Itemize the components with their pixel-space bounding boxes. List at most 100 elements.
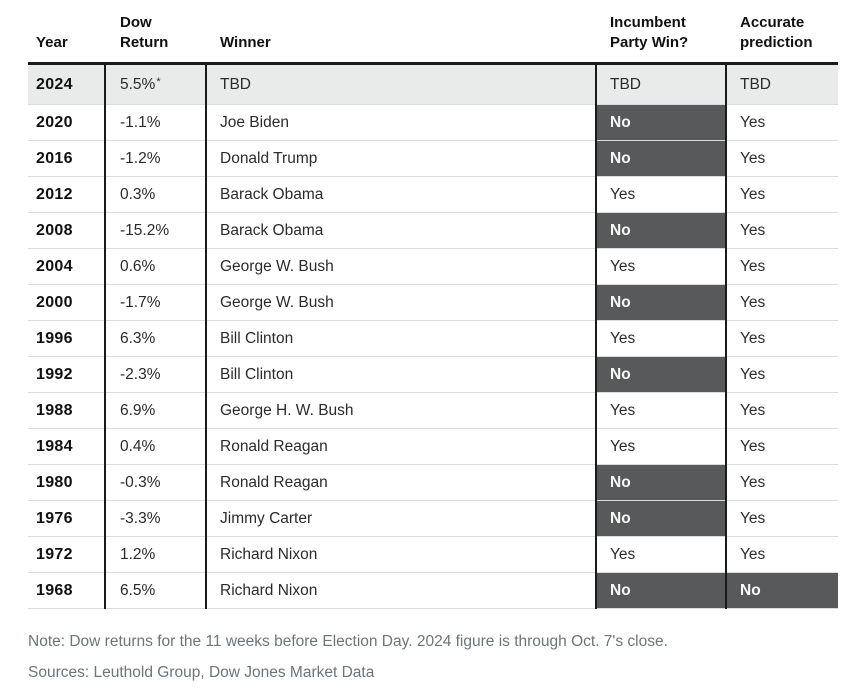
accurate-prediction-cell: TBD xyxy=(726,65,838,104)
winner-cell: Richard Nixon xyxy=(220,545,318,563)
accurate-prediction-cell: Yes xyxy=(740,401,766,419)
table-row-2020: 2020 -1.1% Joe Biden No Yes xyxy=(28,105,838,141)
winner-cell: Donald Trump xyxy=(220,149,318,167)
year-cell: 2016 xyxy=(36,149,73,167)
winner-cell: George W. Bush xyxy=(220,257,334,275)
year-cell: 2008 xyxy=(36,221,73,239)
year-cell: 1992 xyxy=(36,365,73,383)
incumbent-party-win-cell: Yes xyxy=(610,437,636,455)
table-header-row: Year Dow Return Winner Incumbent Party W… xyxy=(28,0,838,65)
incumbent-party-win-cell: Yes xyxy=(610,545,636,563)
incumbent-party-win-cell: No xyxy=(596,501,726,536)
accurate-prediction-cell: Yes xyxy=(740,221,766,239)
dow-return-cell: 0.4% xyxy=(120,437,156,455)
footnote-asterisk: * xyxy=(156,75,161,88)
table-row-2016: 2016 -1.2% Donald Trump No Yes xyxy=(28,141,838,177)
accurate-prediction-cell: Yes xyxy=(740,149,766,167)
dow-return-cell: 1.2% xyxy=(120,545,156,563)
accurate-prediction-cell: Yes xyxy=(740,545,766,563)
accurate-prediction-cell: Yes xyxy=(740,437,766,455)
winner-cell: Richard Nixon xyxy=(220,581,318,599)
dow-return-cell: -3.3% xyxy=(120,509,161,527)
table-sources: Sources: Leuthold Group, Dow Jones Marke… xyxy=(28,664,375,681)
winner-cell: Jimmy Carter xyxy=(220,509,313,527)
accurate-prediction-cell: Yes xyxy=(740,257,766,275)
accurate-prediction-cell: Yes xyxy=(740,185,766,203)
year-cell: 2012 xyxy=(36,185,73,203)
table-row-1976: 1976 -3.3% Jimmy Carter No Yes xyxy=(28,501,838,537)
column-header-year: Year xyxy=(36,34,68,51)
table-row-2008: 2008 -15.2% Barack Obama No Yes xyxy=(28,213,838,249)
accurate-prediction-cell: No xyxy=(726,573,838,608)
dow-return-cell: 6.3% xyxy=(120,329,156,347)
incumbent-party-win-cell: No xyxy=(596,213,726,248)
incumbent-party-win-cell: Yes xyxy=(610,257,636,275)
incumbent-party-win-cell: No xyxy=(596,357,726,392)
table-note: Note: Dow returns for the 11 weeks befor… xyxy=(28,633,668,650)
year-cell: 1976 xyxy=(36,509,73,527)
incumbent-party-win-cell: No xyxy=(596,465,726,500)
dow-return-cell: -0.3% xyxy=(120,473,161,491)
dow-return-cell: 0.3% xyxy=(120,185,156,203)
table-footnotes: Note: Dow returns for the 11 weeks befor… xyxy=(28,631,838,684)
incumbent-party-win-cell: TBD xyxy=(596,65,726,104)
incumbent-party-win-cell: Yes xyxy=(610,329,636,347)
table-row-1984: 1984 0.4% Ronald Reagan Yes Yes xyxy=(28,429,838,465)
winner-cell: Ronald Reagan xyxy=(220,437,328,455)
dow-return-cell: 5.5% * xyxy=(105,65,206,104)
incumbent-party-win-cell: No xyxy=(596,105,726,140)
winner-cell: TBD xyxy=(206,65,596,104)
dow-return-cell: 0.6% xyxy=(120,257,156,275)
year-cell: 2000 xyxy=(36,293,73,311)
winner-cell: Barack Obama xyxy=(220,221,324,239)
year-cell: 1980 xyxy=(36,473,73,491)
table-row-1972: 1972 1.2% Richard Nixon Yes Yes xyxy=(28,537,838,573)
table-row-2024: 2024 5.5% * TBD TBD TBD xyxy=(28,65,838,105)
dow-return-cell: -1.2% xyxy=(120,149,161,167)
year-cell: 1968 xyxy=(36,581,73,599)
table-body: 2024 5.5% * TBD TBD TBD 2020 -1.1% Joe Biden No Ye… xyxy=(28,65,838,609)
table-row-1996: 1996 6.3% Bill Clinton Yes Yes xyxy=(28,321,838,357)
winner-cell: Ronald Reagan xyxy=(220,473,328,491)
incumbent-party-win-cell: Yes xyxy=(610,185,636,203)
table-row-2012: 2012 0.3% Barack Obama Yes Yes xyxy=(28,177,838,213)
year-cell: 2024 xyxy=(28,65,105,104)
year-cell: 2020 xyxy=(36,113,73,131)
accurate-prediction-cell: Yes xyxy=(740,473,766,491)
table-row-1988: 1988 6.9% George H. W. Bush Yes Yes xyxy=(28,393,838,429)
column-header-dow-return: Dow Return xyxy=(120,14,169,51)
year-cell: 1972 xyxy=(36,545,73,563)
incumbent-party-win-cell: No xyxy=(596,573,726,608)
dow-return-cell: -2.3% xyxy=(120,365,161,383)
column-header-winner: Winner xyxy=(220,34,271,51)
year-cell: 2004 xyxy=(36,257,73,275)
dow-return-cell: -1.7% xyxy=(120,293,161,311)
incumbent-party-win-cell: No xyxy=(596,141,726,176)
winner-cell: George H. W. Bush xyxy=(220,401,354,419)
accurate-prediction-cell: Yes xyxy=(740,509,766,527)
year-cell: 1984 xyxy=(36,437,73,455)
table-row-2004: 2004 0.6% George W. Bush Yes Yes xyxy=(28,249,838,285)
year-cell: 1996 xyxy=(36,329,73,347)
incumbent-party-win-cell: Yes xyxy=(610,401,636,419)
table-row-1992: 1992 -2.3% Bill Clinton No Yes xyxy=(28,357,838,393)
election-returns-table: Year Dow Return Winner Incumbent Party W… xyxy=(28,0,838,609)
dow-return-cell: -15.2% xyxy=(120,221,170,239)
accurate-prediction-cell: Yes xyxy=(740,293,766,311)
winner-cell: Barack Obama xyxy=(220,185,324,203)
table-row-1980: 1980 -0.3% Ronald Reagan No Yes xyxy=(28,465,838,501)
winner-cell: Bill Clinton xyxy=(220,365,294,383)
table-row-1968: 1968 6.5% Richard Nixon No No xyxy=(28,573,838,609)
incumbent-party-win-cell: No xyxy=(596,285,726,320)
dow-return-cell: 6.9% xyxy=(120,401,156,419)
dow-return-cell: -1.1% xyxy=(120,113,161,131)
winner-cell: Joe Biden xyxy=(220,113,289,131)
year-cell: 1988 xyxy=(36,401,73,419)
column-header-accurate-prediction: Accurate prediction xyxy=(740,14,813,51)
column-header-incumbent-party-win: Incumbent Party Win? xyxy=(610,14,689,51)
accurate-prediction-cell: Yes xyxy=(740,113,766,131)
table-row-2000: 2000 -1.7% George W. Bush No Yes xyxy=(28,285,838,321)
winner-cell: George W. Bush xyxy=(220,293,334,311)
dow-return-cell: 6.5% xyxy=(120,581,156,599)
